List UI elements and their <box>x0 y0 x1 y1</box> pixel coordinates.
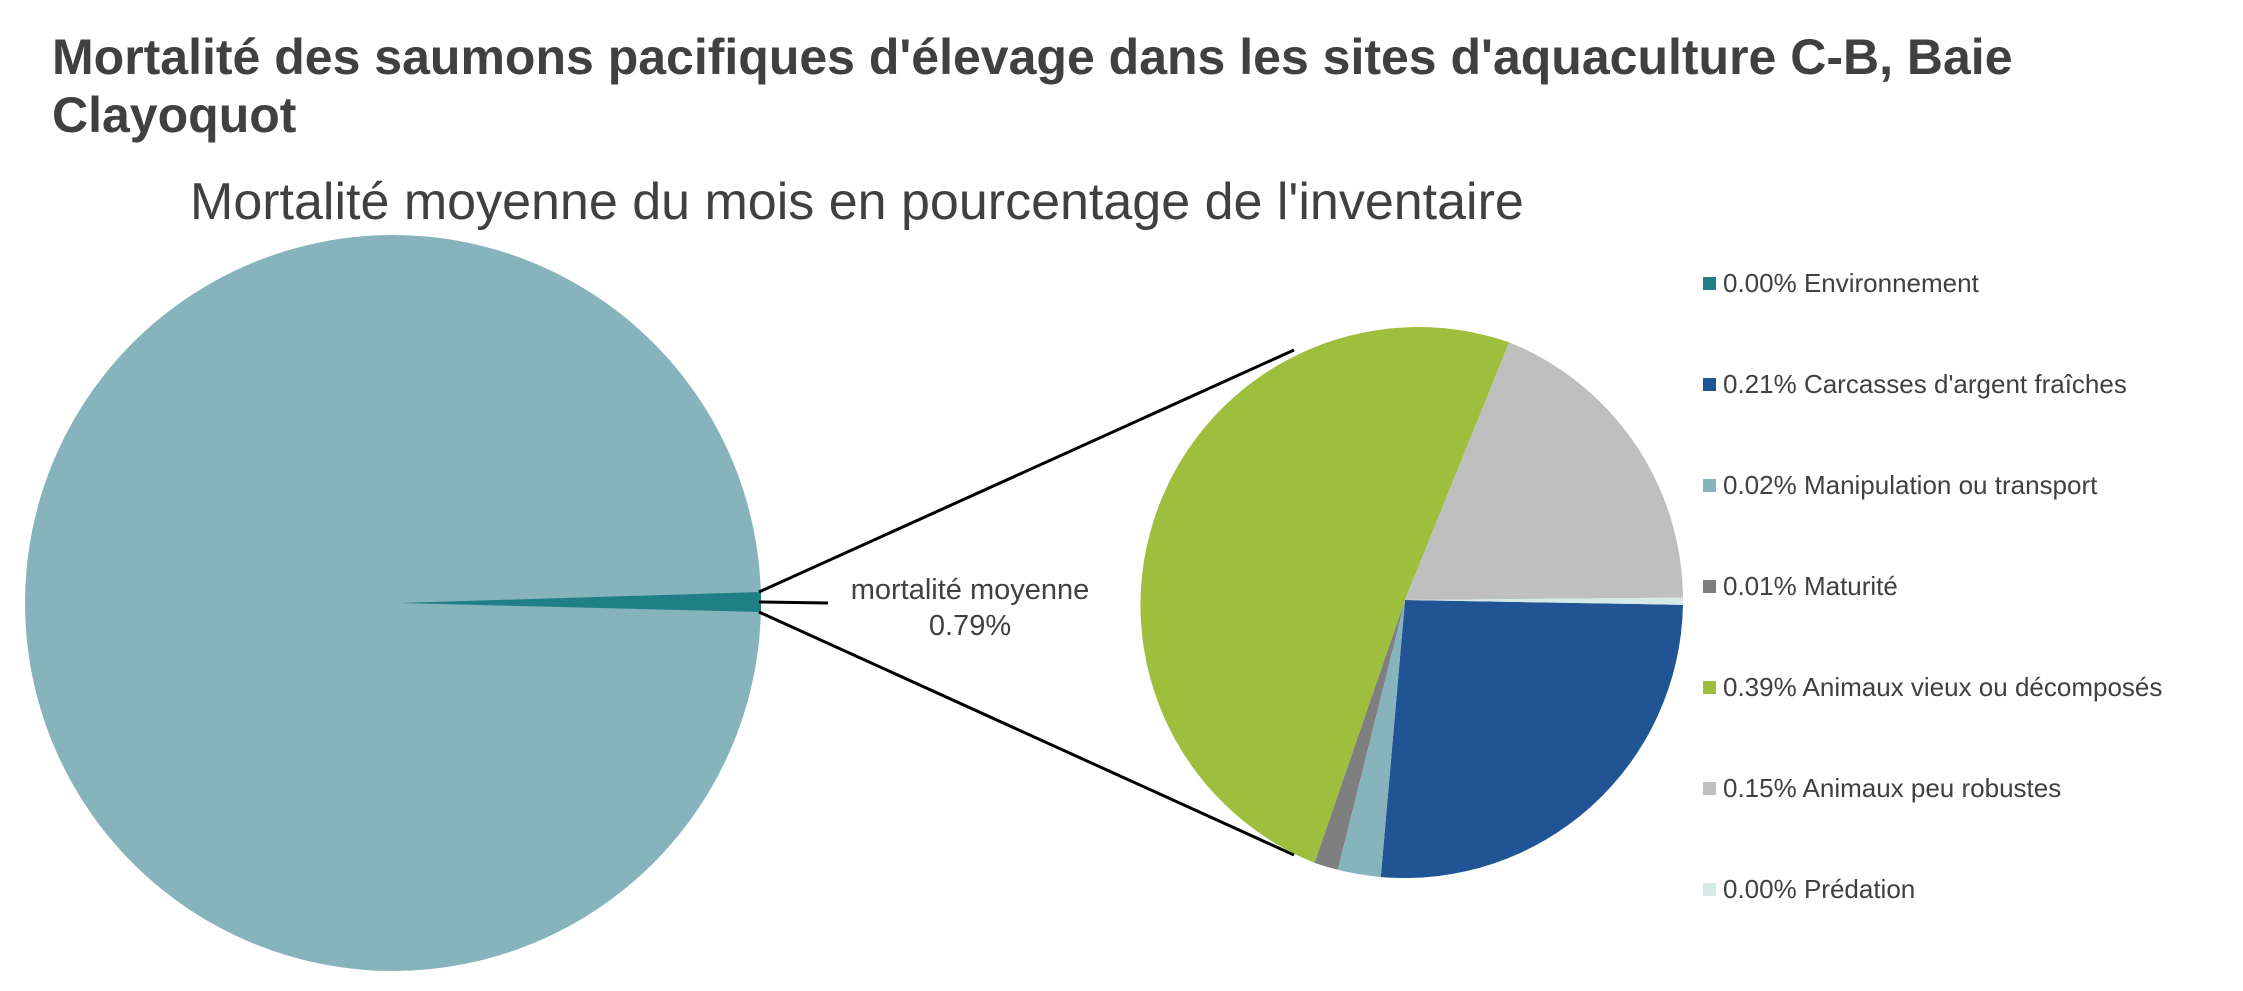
legend-swatch-icon <box>1703 681 1716 694</box>
legend-swatch-icon <box>1703 580 1716 593</box>
callout-leader-line <box>758 600 829 605</box>
legend-label: 0.01% Maturité <box>1723 571 1898 601</box>
legend-label: 0.21% Carcasses d'argent fraîches <box>1723 369 2127 399</box>
legend-swatch-icon <box>1703 277 1716 290</box>
connector-lines <box>758 348 1295 857</box>
legend-item-predation[interactable]: 0.00% Prédation <box>1703 874 1915 905</box>
legend-swatch-icon <box>1703 479 1716 492</box>
legend-item-animaux-vieux[interactable]: 0.39% Animaux vieux ou décomposés <box>1703 672 2162 703</box>
legend-label: 0.00% Prédation <box>1723 874 1916 904</box>
legend-item-peu-robustes[interactable]: 0.15% Animaux peu robustes <box>1703 773 2061 804</box>
legend-label: 0.39% Animaux vieux ou décomposés <box>1723 672 2163 702</box>
callout-value: 0.79% <box>928 610 1012 642</box>
connector-line-top <box>758 348 1295 594</box>
legend-swatch-icon <box>1703 883 1716 896</box>
legend-item-environnement[interactable]: 0.00% Environnement <box>1703 268 1979 299</box>
chart-title: Mortalité des saumons pacifiques d'éleva… <box>52 29 2013 143</box>
legend-item-manipulation[interactable]: 0.02% Manipulation ou transport <box>1703 470 2097 501</box>
legend-item-maturite[interactable]: 0.01% Maturité <box>1703 571 1898 602</box>
pie-slice-predation[interactable] <box>1405 597 1684 605</box>
legend-swatch-icon <box>1703 782 1716 795</box>
pie-slice-maturite[interactable] <box>1314 600 1405 870</box>
pie-slice-animaux-vieux[interactable] <box>1140 327 1510 863</box>
connector-line-bottom <box>758 610 1295 857</box>
primary-pie <box>25 235 761 971</box>
pie-slice-inventory[interactable] <box>25 235 761 971</box>
chart-subtitle: Mortalité moyenne du mois en pourcentage… <box>190 173 1524 231</box>
legend-item-carcasses[interactable]: 0.21% Carcasses d'argent fraîches <box>1703 369 2127 400</box>
pie-slice-carcasses[interactable] <box>1380 600 1683 878</box>
legend-swatch-icon <box>1703 378 1716 391</box>
legend-label: 0.15% Animaux peu robustes <box>1723 773 2062 803</box>
pie-slice-mortality[interactable] <box>400 592 761 612</box>
secondary-pie <box>1140 327 1684 878</box>
pie-slice-peu-robustes[interactable] <box>1405 342 1683 600</box>
legend-label: 0.02% Manipulation ou transport <box>1723 470 2098 500</box>
legend-label: 0.00% Environnement <box>1723 268 1979 298</box>
callout-label: mortalité moyenne <box>850 574 1090 606</box>
mortality-callout: mortalité moyenne 0.79% <box>800 572 1140 644</box>
pie-slice-manipulation[interactable] <box>1337 600 1405 877</box>
